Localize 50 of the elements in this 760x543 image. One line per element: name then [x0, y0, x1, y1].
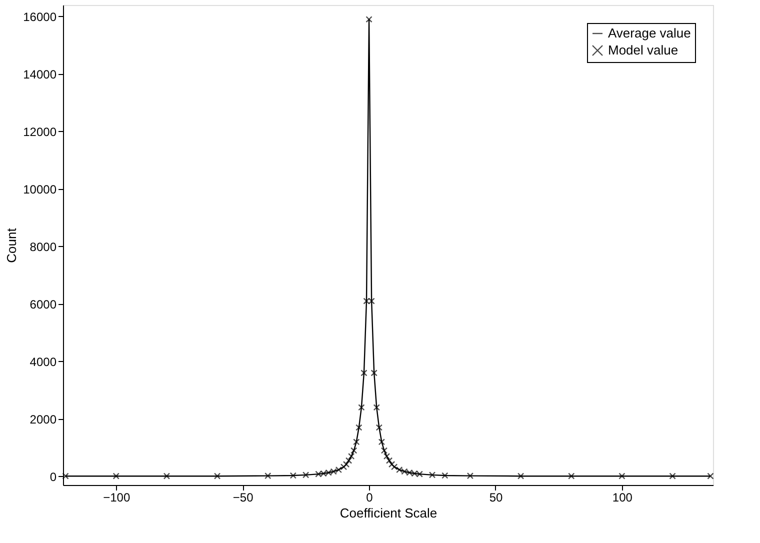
- point: [618, 472, 626, 480]
- point: [669, 472, 676, 480]
- point: [378, 438, 386, 446]
- x-tick-label: −100: [103, 490, 130, 504]
- point: [370, 370, 378, 376]
- y-tick-label: 14000: [23, 67, 57, 82]
- point: [290, 472, 296, 479]
- x-axis-title: Coefficient Scale: [340, 506, 438, 520]
- point: [442, 472, 448, 479]
- y-tick-label: 8000: [30, 240, 57, 254]
- point: [466, 472, 474, 480]
- point: [302, 472, 310, 478]
- y-tick-label: 12000: [23, 124, 57, 139]
- y-axis-title: Count: [4, 228, 20, 263]
- y-tick-label: 10000: [23, 182, 57, 196]
- point: [707, 472, 714, 480]
- y-tick-label: 4000: [30, 354, 57, 369]
- point: [386, 457, 393, 464]
- point: [366, 16, 372, 23]
- point: [360, 370, 368, 376]
- x-tick-label: 50: [489, 490, 503, 504]
- point: [350, 447, 358, 454]
- point: [373, 404, 380, 411]
- y-tick-label: 16000: [23, 10, 57, 24]
- point: [112, 472, 120, 480]
- point: [214, 472, 221, 480]
- legend-label: Model value: [608, 42, 678, 58]
- x-tick-label: 0: [366, 490, 374, 504]
- point: [428, 472, 436, 478]
- point: [345, 457, 352, 464]
- x-tick-label: 100: [612, 490, 633, 504]
- point: [353, 438, 360, 446]
- point: [358, 404, 365, 411]
- legend-label: Average value: [608, 26, 691, 40]
- point: [348, 452, 355, 460]
- point: [383, 452, 390, 460]
- x-tick-label: −50: [232, 490, 254, 504]
- point: [163, 472, 170, 480]
- point: [517, 472, 524, 480]
- point: [376, 424, 382, 431]
- point: [342, 460, 350, 468]
- point: [568, 472, 575, 480]
- point: [380, 447, 388, 454]
- y-tick-label: 6000: [30, 297, 57, 312]
- point: [388, 460, 396, 468]
- point: [264, 472, 272, 480]
- point: [62, 472, 69, 480]
- y-tick-label: 2000: [30, 412, 57, 426]
- y-tick-label: 0: [50, 470, 57, 484]
- point: [356, 424, 362, 431]
